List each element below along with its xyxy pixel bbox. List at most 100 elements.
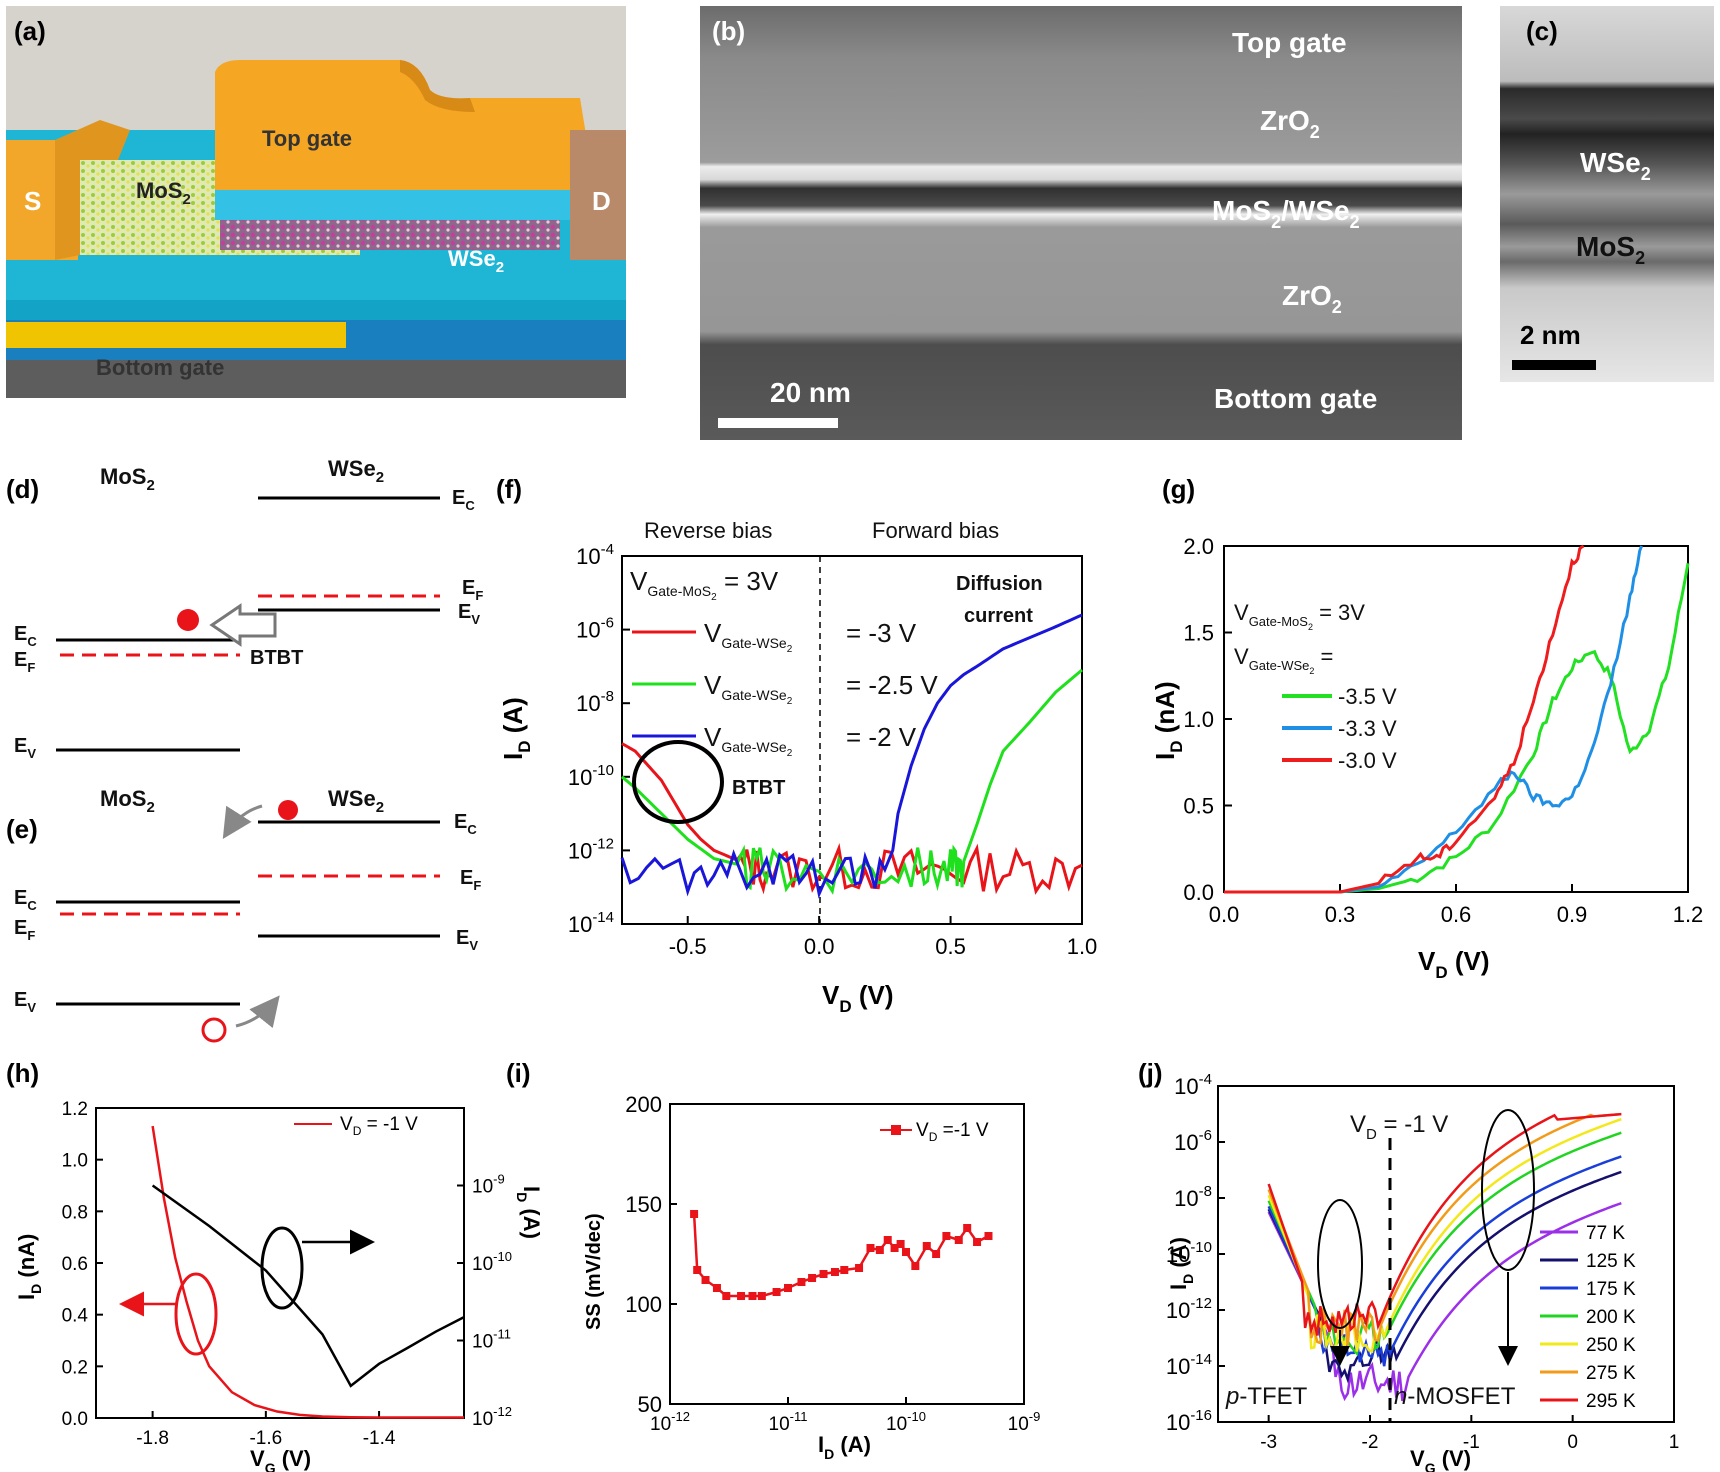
- black-curve-ellipse: [260, 1226, 304, 1310]
- red-curve-ellipse: [174, 1272, 218, 1356]
- series-i-point: [973, 1238, 982, 1246]
- mos2-ef-label-e: EF: [14, 917, 35, 943]
- panel-c-label: (c): [1526, 16, 1558, 46]
- y-tick-f: 10-8: [576, 688, 614, 716]
- panel-b-label: (b): [712, 16, 745, 46]
- wse2-title-e: WSe2: [328, 786, 384, 816]
- y-tick-h-left: 0.2: [62, 1357, 88, 1378]
- wse2-ec-label-d: EC: [452, 487, 475, 513]
- y-axis-title-j: ID (A): [1166, 1237, 1196, 1290]
- series-i-point: [693, 1266, 702, 1274]
- y-tick-h-left: 0.8: [62, 1202, 88, 1223]
- mos2-label-c: MoS2: [1576, 231, 1645, 268]
- series-h-right: [151, 1184, 465, 1388]
- x-tick-j: -1: [1463, 1432, 1480, 1453]
- y-tick-h-right: 10-12: [472, 1404, 512, 1430]
- y-tick-f: 10-12: [568, 835, 614, 863]
- y-tick-g: 0.0: [1183, 880, 1214, 905]
- series-i-point: [722, 1292, 731, 1300]
- panel-g-label: (g): [1162, 474, 1195, 504]
- y-axis-title-h-right: ID (A): [514, 1186, 544, 1239]
- x-tick-f: -0.5: [669, 934, 707, 959]
- legend-g: -3.5 V -3.3 V -3.0 V: [1282, 684, 1397, 773]
- series-i-point: [855, 1264, 864, 1272]
- x-tick-i: 10-11: [769, 1409, 808, 1435]
- btbt-label-d: BTBT: [250, 647, 303, 669]
- x-tick-i: 10-12: [650, 1409, 690, 1435]
- y-axis-title-i: SS (mV/dec): [583, 1213, 605, 1330]
- stack-label: MoS2/WSe2: [1212, 195, 1360, 232]
- series-f: [620, 613, 1083, 899]
- series-i-point: [737, 1292, 746, 1300]
- series-g-minus3p3V: [1224, 545, 1643, 894]
- diffusion-label-2: current: [964, 605, 1033, 627]
- panel-a-label: (a): [14, 16, 46, 46]
- wse2-ef-label-d: EF: [462, 577, 483, 603]
- ptfet-ellipse: [1317, 1199, 1363, 1329]
- panel-h-label: (h): [6, 1058, 39, 1088]
- legend-label-f: VGate-WSe2= -2 V: [704, 722, 917, 759]
- series-i-point: [797, 1278, 806, 1286]
- series-i-point: [748, 1292, 757, 1300]
- gate-mos2-label-f: VGate-MoS2 = 3V: [630, 566, 779, 603]
- x-axis-title-f: VD (V): [822, 980, 894, 1016]
- mos2-ec-label-e: EC: [14, 887, 37, 913]
- y-tick-h-right: 10-10: [472, 1249, 512, 1275]
- y-tick-h-left: 1.0: [62, 1151, 88, 1172]
- series-i-point: [866, 1244, 875, 1252]
- y-tick-h-left: 0.6: [62, 1254, 88, 1275]
- panel-j-label: (j): [1138, 1058, 1163, 1088]
- x-tick-j: 1: [1669, 1432, 1680, 1453]
- axis-ticks-f: -0.5 0.0 0.5 1.0 10-14 10-12 10-10 10-8 10-6 10-4: [568, 541, 1097, 959]
- series-j: [1267, 1112, 1622, 1402]
- wse2-label: WSe2: [448, 246, 504, 276]
- top-gate-electrode: [215, 60, 595, 190]
- x-tick-g: 0.3: [1325, 902, 1356, 927]
- panel-g-chart: (g) 0.0 0.3 0.6 0.9 1.2 0.0 0.5 1.0 1.5 2.0 VGate…: [1150, 474, 1703, 982]
- bottom-gate-electrode: [6, 322, 346, 348]
- zro2-bottom-label: ZrO2: [1282, 280, 1342, 317]
- ptfet-label: p-TFET: [1225, 1383, 1308, 1410]
- y-tick-h-left: 0.0: [62, 1409, 88, 1430]
- y-tick-j: 10-14: [1166, 1351, 1212, 1379]
- series-i-point: [690, 1210, 699, 1218]
- mos2-ev-label-d: EV: [14, 735, 36, 761]
- legend-label-f: VGate-WSe2= -3 V: [704, 618, 917, 655]
- btbt-circle-f: [632, 740, 724, 824]
- y-tick-f: 10-14: [568, 909, 614, 937]
- axis-ticks-i: 10-12 10-11 10-10 10-9 50 100 150 200: [625, 1092, 1040, 1435]
- series-i-point: [772, 1288, 781, 1296]
- panel-f-label: (f): [496, 474, 522, 504]
- y-tick-f: 10-4: [576, 541, 614, 569]
- scale-bar-label-b: 20 nm: [770, 377, 851, 408]
- panel-e-band-diagram: (e) MoS2 WSe2 EC EF EV EC EF EV: [6, 786, 481, 1043]
- x-tick-g: 0.9: [1557, 902, 1588, 927]
- axis-ticks-g: 0.0 0.3 0.6 0.9 1.2 0.0 0.5 1.0 1.5 2.0: [1183, 534, 1703, 927]
- x-tick-i: 10-10: [886, 1409, 926, 1435]
- series-f-minus3V: [621, 742, 1083, 895]
- top-gate-label-b: Top gate: [1232, 27, 1347, 58]
- nmosfet-ellipse: [1481, 1109, 1535, 1271]
- x-axis-title-h: VG (V): [250, 1446, 311, 1472]
- wse2-ev-label-e: EV: [456, 927, 478, 953]
- mos2-ec-label-d: EC: [14, 623, 37, 649]
- x-axis-title-i: ID (A): [818, 1432, 871, 1462]
- y-tick-f: 10-6: [576, 615, 614, 643]
- series-i-point: [896, 1240, 905, 1248]
- legend-label-j: 125 K: [1586, 1251, 1636, 1272]
- y-tick-h-right: 10-9: [472, 1172, 505, 1198]
- mos2-ef-label-d: EF: [14, 649, 35, 675]
- panel-f-chart: (f) Reverse bias Forward bias -0.5 0.0 0.5…: [496, 474, 1097, 1016]
- y-axis-title-f: ID (A): [498, 697, 534, 760]
- series-i-point: [911, 1262, 920, 1270]
- btbt-label-f: BTBT: [732, 777, 785, 799]
- y-tick-h-right: 10-11: [472, 1327, 511, 1353]
- forward-bias-label: Forward bias: [872, 518, 999, 543]
- x-tick-g: 0.0: [1209, 902, 1240, 927]
- y-tick-j: 10-16: [1166, 1407, 1212, 1435]
- y-tick-j: 10-4: [1174, 1071, 1212, 1099]
- series-j-77K: [1267, 1201, 1622, 1402]
- x-tick-g: 1.2: [1673, 902, 1704, 927]
- series-h: [151, 1125, 465, 1419]
- panel-e-label: (e): [6, 814, 38, 844]
